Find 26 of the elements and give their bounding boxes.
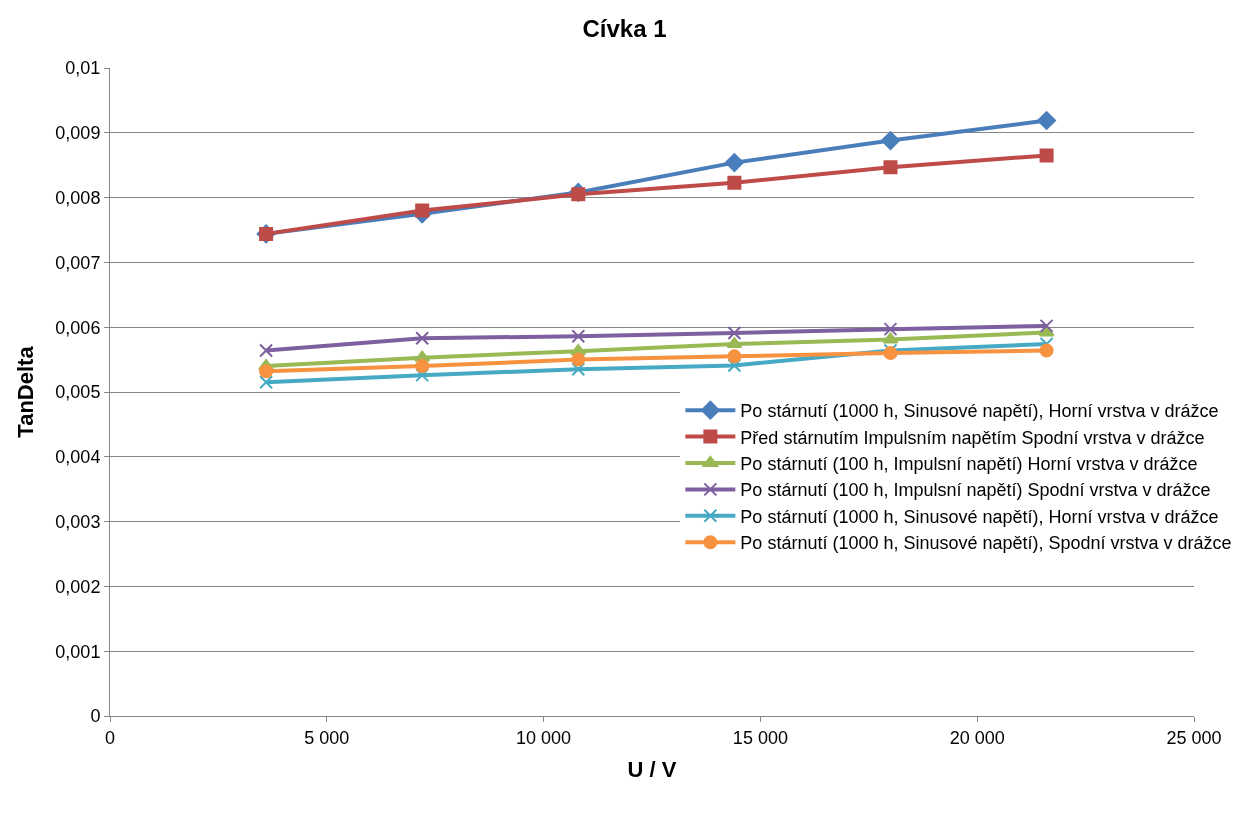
legend-label: Po stárnutí (1000 h, Sinusové napětí), Horní vrstva v drážce bbox=[740, 401, 1219, 422]
y-tick-label: 0,004 bbox=[55, 447, 101, 468]
x-tick-label: 20 000 bbox=[949, 727, 1005, 748]
x-tick-label: 15 000 bbox=[732, 727, 788, 748]
x-tick-label: 5 000 bbox=[304, 727, 350, 748]
x-tick-label: 25 000 bbox=[1166, 727, 1222, 748]
chart-title: Cívka 1 bbox=[582, 15, 667, 43]
y-tick-label: 0,005 bbox=[55, 382, 101, 403]
y-tick-label: 0,006 bbox=[55, 317, 101, 338]
legend-label: Po stárnutí (100 h, Impulsní napětí) Horní vrstva v drážce bbox=[740, 454, 1198, 475]
x-axis-title: U / V bbox=[627, 757, 677, 783]
x-tick-label: 0 bbox=[104, 727, 116, 748]
y-tick-label: 0,002 bbox=[55, 576, 101, 597]
y-axis-title: TanDelta bbox=[13, 345, 39, 438]
y-tick-label: 0,008 bbox=[55, 187, 101, 208]
legend-label: Po stárnutí (100 h, Impulsní napětí) Spodní vrstva v drážce bbox=[740, 480, 1211, 501]
y-tick-label: 0,009 bbox=[55, 123, 101, 144]
y-tick-label: 0,01 bbox=[65, 58, 101, 79]
legend-label: Po stárnutí (1000 h, Sinusové napětí), Horní vrstva v drážce bbox=[740, 506, 1219, 527]
y-tick-label: 0,007 bbox=[55, 252, 101, 273]
legend-label: Po stárnutí (1000 h, Sinusové napětí), Spodní vrstva v drážce bbox=[740, 533, 1232, 554]
x-tick-label: 10 000 bbox=[516, 727, 572, 748]
y-tick-label: 0,001 bbox=[55, 641, 101, 662]
y-tick-label: 0 bbox=[90, 706, 101, 727]
y-tick-label: 0,003 bbox=[55, 511, 101, 532]
legend-label: Před stárnutím Impulsním napětím Spodní vrstva v drážce bbox=[740, 427, 1205, 448]
